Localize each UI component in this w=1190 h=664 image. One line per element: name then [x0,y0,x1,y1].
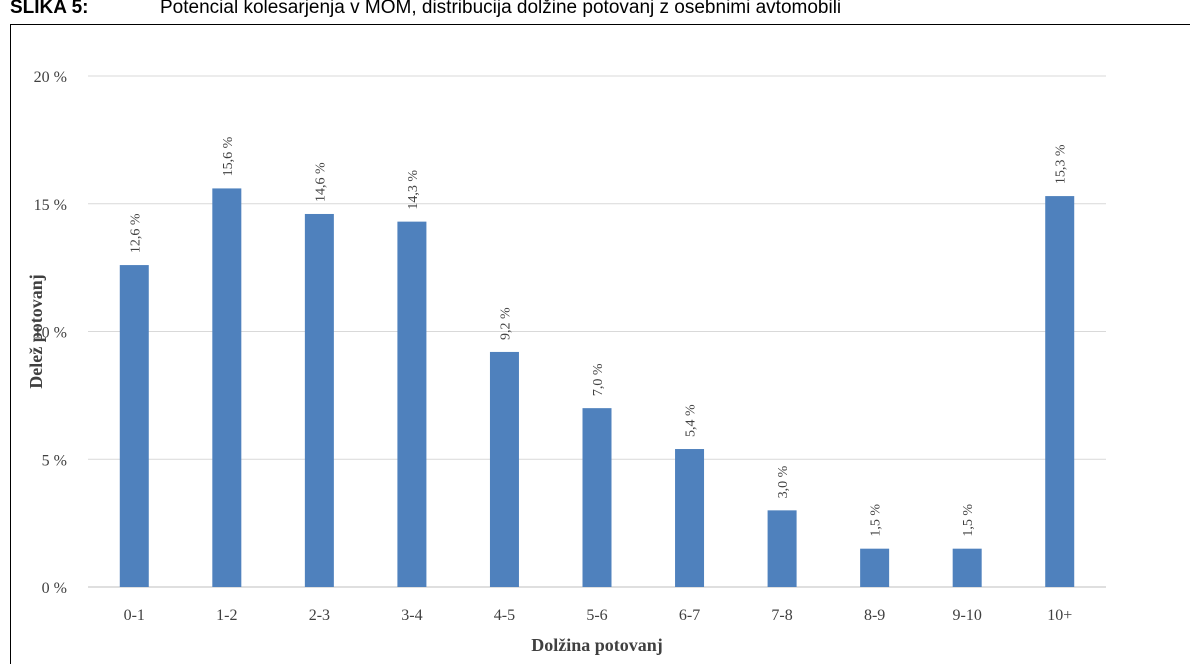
bar [304,213,334,587]
data-label: 9,2 % [498,307,513,340]
figure-caption-label: SLIKA 5: [10,0,89,18]
figure-caption: SLIKA 5: Potencial kolesarjenja v MOM, di… [10,0,1190,20]
data-label: 3,0 % [776,465,791,498]
bar [1045,196,1075,587]
y-tick-label: 10 % [34,325,67,342]
data-labels: 12,6 % 15,6 % 14,6 % 14,3 % 9,2 % 7,0 % 5,4 % 3… [128,136,1068,536]
y-tick-label: 20 % [34,69,67,86]
bar [860,548,890,587]
x-tick-label: 7-8 [771,607,792,624]
y-tick-label: 0 % [42,580,67,597]
x-axis-title: Dolžina potovanj [531,635,663,655]
bars [119,188,1075,588]
chart-frame [10,24,1190,664]
x-tick-label: 6-7 [679,607,700,624]
bar [582,408,612,587]
figure-caption-text: Potencial kolesarjenja v MOM, distribuci… [160,0,842,18]
x-tick-label: 8-9 [864,607,885,624]
x-tick-label: 9-10 [953,607,982,624]
x-tick-label: 1-2 [216,607,237,624]
bar [675,449,705,587]
x-axis-ticks: 0-1 1-2 2-3 3-4 4-5 5-6 6-7 7-8 8-9 9-10 10+ [124,607,1073,624]
bar [489,351,519,587]
data-label: 14,6 % [313,162,328,202]
x-tick-label: 5-6 [586,607,607,624]
bar [119,265,149,587]
y-tick-label: 15 % [34,197,67,214]
x-tick-label: 0-1 [124,607,145,624]
bar [212,188,242,588]
y-axis-title: Delež potovanj [26,274,46,388]
data-label: 15,3 % [1054,144,1069,184]
data-label: 14,3 % [406,170,421,210]
bar [767,510,797,587]
y-axis-ticks: 0 % 5 % 10 % 15 % 20 % [34,69,67,597]
data-label: 7,0 % [591,363,606,396]
bar [952,548,982,587]
data-label: 15,6 % [221,136,236,176]
x-tick-label: 4-5 [494,607,515,624]
bar [397,221,427,587]
data-label: 5,4 % [684,404,699,437]
x-tick-label: 3-4 [401,607,422,624]
x-tick-label: 2-3 [309,607,330,624]
data-label: 12,6 % [128,213,143,253]
x-tick-label: 10+ [1047,607,1072,624]
y-tick-label: 5 % [42,452,67,469]
data-label: 1,5 % [961,504,976,537]
data-label: 1,5 % [869,504,884,537]
